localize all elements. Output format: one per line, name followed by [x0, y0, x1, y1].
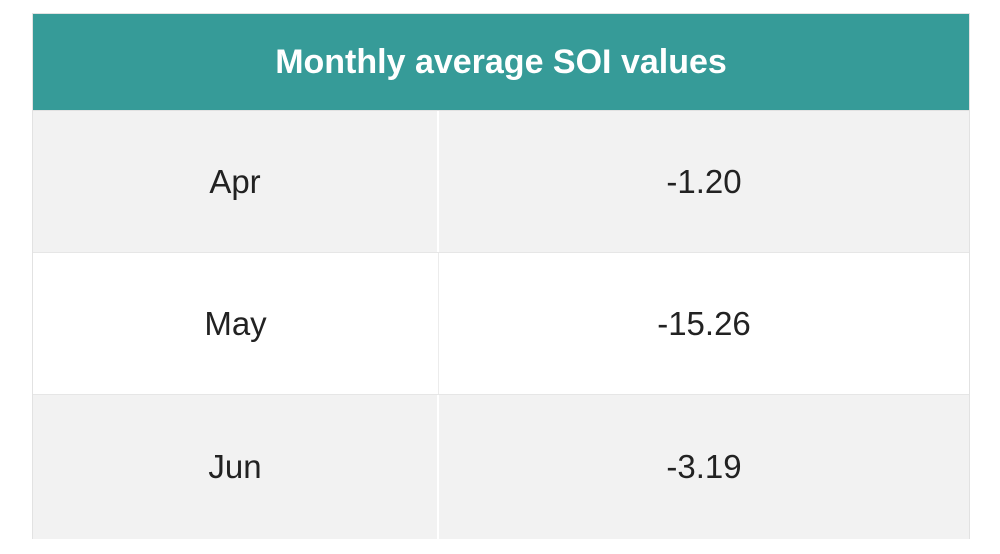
table-row: Apr -1.20: [33, 111, 969, 253]
table-row: May -15.26: [33, 253, 969, 395]
value-cell: -3.19: [666, 448, 742, 485]
month-cell: Jun: [33, 395, 439, 539]
value-cell: -15.26: [657, 304, 751, 342]
table-row: Jun -3.19: [33, 395, 969, 539]
soi-table: Monthly average SOI values Apr -1.20 May…: [32, 13, 970, 539]
table-title: Monthly average SOI values: [33, 14, 969, 111]
value-cell: -1.20: [666, 162, 742, 200]
month-cell: Apr: [33, 111, 439, 252]
month-cell: May: [33, 253, 439, 394]
